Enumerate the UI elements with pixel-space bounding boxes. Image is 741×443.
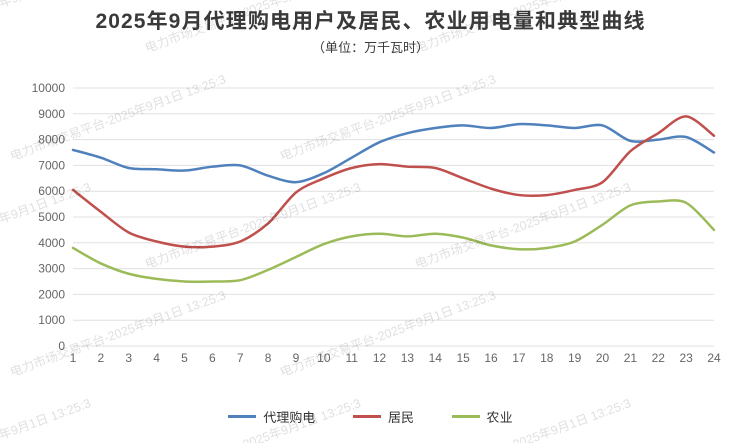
svg-text:24: 24 — [707, 351, 721, 365]
svg-text:4000: 4000 — [38, 236, 65, 250]
svg-text:13: 13 — [401, 351, 415, 365]
svg-text:5000: 5000 — [38, 210, 65, 224]
svg-text:4: 4 — [153, 351, 160, 365]
svg-text:0: 0 — [58, 339, 65, 353]
svg-text:20: 20 — [596, 351, 610, 365]
svg-text:8000: 8000 — [38, 133, 65, 147]
svg-text:12: 12 — [373, 351, 387, 365]
svg-text:3000: 3000 — [38, 262, 65, 276]
svg-text:8: 8 — [265, 351, 272, 365]
svg-text:15: 15 — [456, 351, 470, 365]
svg-text:1: 1 — [70, 351, 77, 365]
svg-text:14: 14 — [429, 351, 443, 365]
svg-text:3: 3 — [125, 351, 132, 365]
svg-text:10: 10 — [317, 351, 331, 365]
svg-text:11: 11 — [345, 351, 358, 365]
svg-text:18: 18 — [540, 351, 554, 365]
svg-text:9: 9 — [293, 351, 300, 365]
svg-text:1000: 1000 — [38, 313, 65, 327]
svg-text:2000: 2000 — [38, 287, 65, 301]
svg-text:5: 5 — [181, 351, 188, 365]
svg-text:6: 6 — [209, 351, 216, 365]
svg-text:7: 7 — [237, 351, 244, 365]
svg-text:22: 22 — [652, 351, 666, 365]
svg-text:6000: 6000 — [38, 184, 65, 198]
svg-text:7000: 7000 — [38, 158, 65, 172]
svg-text:21: 21 — [624, 351, 638, 365]
svg-text:19: 19 — [568, 351, 582, 365]
svg-text:23: 23 — [679, 351, 693, 365]
svg-text:2: 2 — [98, 351, 105, 365]
svg-text:17: 17 — [512, 351, 526, 365]
svg-text:9000: 9000 — [38, 107, 65, 121]
svg-text:10000: 10000 — [32, 81, 66, 95]
svg-text:16: 16 — [484, 351, 498, 365]
